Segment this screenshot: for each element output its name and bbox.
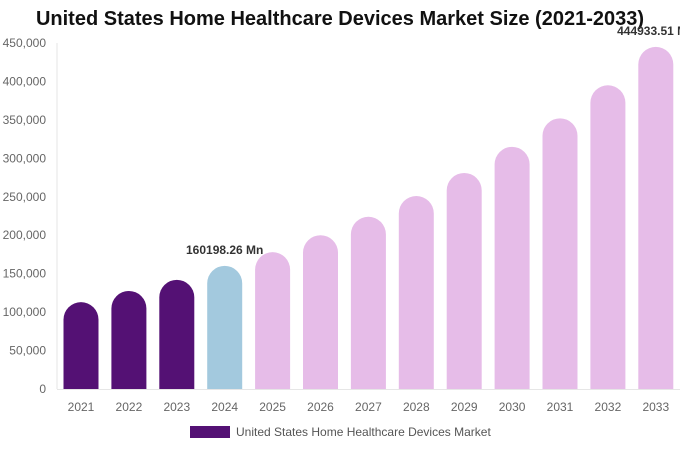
x-tick-label: 2025 (259, 400, 286, 414)
x-tick-label: 2026 (307, 400, 334, 414)
x-tick-label: 2031 (547, 400, 574, 414)
y-tick-label: 300,000 (3, 151, 47, 165)
y-tick-label: 350,000 (3, 113, 47, 127)
data-label-2024: 160198.26 Mn (186, 243, 263, 257)
y-tick-label: 50,000 (9, 344, 46, 358)
x-tick-label: 2032 (595, 400, 622, 414)
x-tick-label: 2021 (68, 400, 95, 414)
x-tick-label: 2028 (403, 400, 430, 414)
bar-2025 (255, 252, 291, 389)
legend-swatch (190, 426, 230, 438)
bar-2033 (638, 46, 674, 389)
y-tick-label: 450,000 (3, 36, 47, 50)
data-label-2033: 444933.51 Mn (617, 24, 680, 38)
y-tick-label: 0 (39, 382, 46, 396)
x-tick-label: 2023 (163, 400, 190, 414)
bar-2032 (590, 85, 626, 390)
x-tick-label: 2030 (499, 400, 526, 414)
bar-2026 (303, 235, 338, 389)
x-tick-label: 2029 (451, 400, 478, 414)
bar-2024 (207, 265, 243, 389)
y-tick-label: 200,000 (3, 228, 47, 242)
bar-2023 (159, 279, 195, 389)
legend: United States Home Healthcare Devices Ma… (190, 425, 491, 439)
y-tick-label: 250,000 (3, 190, 47, 204)
bar-2022 (111, 290, 147, 389)
bar-2031 (542, 118, 578, 389)
bar-2030 (494, 146, 530, 389)
y-tick-label: 400,000 (3, 74, 47, 88)
chart-title: United States Home Healthcare Devices Ma… (35, 8, 645, 30)
x-tick-label: 2033 (642, 400, 669, 414)
bar-2021 (63, 302, 99, 389)
x-tick-label: 2024 (211, 400, 238, 414)
x-tick-label: 2027 (355, 400, 382, 414)
y-tick-label: 150,000 (3, 267, 47, 281)
legend-label: United States Home Healthcare Devices Ma… (236, 425, 491, 439)
bar-2029 (446, 172, 482, 389)
x-tick-label: 2022 (116, 400, 143, 414)
bar-2027 (350, 216, 386, 389)
y-tick-label: 100,000 (3, 305, 47, 319)
bar-2028 (398, 196, 434, 389)
